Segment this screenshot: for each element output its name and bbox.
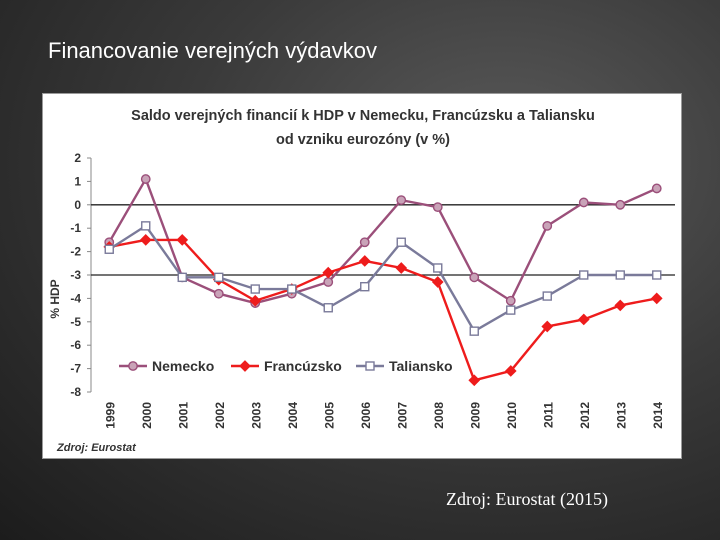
data-point-francuzsko — [431, 276, 444, 288]
x-tick-label: 2005 — [322, 402, 336, 429]
source-note: Zdroj: Eurostat — [56, 442, 137, 454]
legend-label-francuzsko: Francúzsko — [264, 358, 342, 374]
y-tick-label: -1 — [70, 221, 81, 235]
data-point-nemecko — [359, 237, 370, 248]
y-tick-label: -7 — [70, 362, 81, 376]
data-point-francuzsko — [395, 262, 408, 274]
slide-title: Financovanie verejných výdavkov — [48, 38, 377, 63]
data-point-nemecko — [615, 199, 626, 210]
data-point-taliansko — [250, 284, 260, 294]
x-tick-label: 2010 — [505, 402, 519, 429]
legend-label-taliansko: Taliansko — [389, 358, 453, 374]
source-caption: Zdroj: Eurostat (2015) — [446, 489, 608, 509]
data-point-taliansko — [177, 272, 187, 283]
data-point-taliansko — [214, 272, 224, 283]
data-point-taliansko — [652, 270, 662, 280]
data-point-nemecko — [323, 277, 334, 287]
data-point-nemecko — [651, 183, 662, 194]
y-tick-label: -8 — [70, 385, 81, 399]
y-tick-label: -4 — [70, 291, 81, 305]
data-point-taliansko — [506, 305, 516, 315]
chart-title-line2: od vzniku eurozóny (v %) — [276, 132, 450, 148]
y-tick-label: 2 — [74, 151, 81, 165]
data-point-francuzsko — [577, 313, 590, 326]
x-tick-label: 2009 — [468, 402, 482, 429]
legend-marker-nemecko — [128, 361, 138, 371]
data-point-taliansko — [141, 221, 151, 231]
x-tick-label: 2012 — [578, 402, 592, 429]
x-tick-label: 2001 — [176, 402, 190, 429]
y-tick-label: -5 — [70, 315, 81, 329]
data-point-taliansko — [360, 281, 370, 292]
x-tick-label: 2000 — [140, 402, 154, 429]
legend-marker-francuzsko — [239, 360, 251, 372]
data-point-nemecko — [578, 197, 589, 208]
data-point-francuzsko — [249, 294, 262, 307]
data-point-nemecko — [213, 288, 224, 299]
x-tick-label: 2006 — [359, 402, 373, 429]
data-point-nemecko — [542, 220, 553, 231]
data-point-francuzsko — [504, 365, 517, 377]
legend-marker-taliansko — [365, 361, 375, 371]
data-point-francuzsko — [139, 234, 152, 246]
legend-label-nemecko: Nemecko — [152, 358, 214, 374]
x-tick-label: 2004 — [286, 402, 300, 429]
data-point-taliansko — [579, 270, 589, 280]
x-tick-label: 2002 — [213, 402, 227, 429]
x-tick-label: 2011 — [541, 402, 555, 428]
data-point-francuzsko — [176, 234, 189, 246]
data-point-taliansko — [287, 284, 297, 294]
data-point-francuzsko — [358, 255, 371, 267]
data-point-taliansko — [469, 326, 479, 336]
chart-frame: Saldo verejných financií k HDP v Nemecku… — [42, 93, 682, 459]
data-point-francuzsko — [322, 266, 335, 279]
data-point-taliansko — [323, 303, 333, 313]
data-point-taliansko — [542, 291, 552, 301]
data-point-taliansko — [396, 237, 406, 247]
data-point-francuzsko — [468, 374, 481, 387]
data-point-taliansko — [615, 270, 625, 280]
y-axis-label: % HDP — [48, 279, 62, 318]
data-point-nemecko — [432, 202, 443, 213]
data-point-francuzsko — [541, 320, 554, 333]
y-tick-label: -6 — [70, 338, 81, 352]
y-tick-label: 0 — [74, 198, 81, 212]
x-tick-label: 2008 — [432, 402, 446, 429]
series-line-nemecko — [108, 177, 658, 305]
data-point-nemecko — [505, 295, 516, 306]
chart-title-line1: Saldo verejných financií k HDP v Nemecku… — [131, 108, 595, 124]
y-tick-label: -2 — [70, 245, 81, 259]
y-tick-label: 1 — [74, 174, 81, 188]
data-point-taliansko — [433, 263, 443, 273]
data-point-taliansko — [104, 244, 114, 254]
x-tick-label: 2003 — [249, 402, 263, 429]
series-line-taliansko — [108, 224, 657, 333]
data-point-francuzsko — [614, 299, 627, 312]
y-tick-label: -3 — [70, 268, 81, 282]
x-tick-label: 2013 — [614, 402, 628, 429]
x-tick-label: 2007 — [395, 402, 409, 429]
data-point-nemecko — [396, 195, 407, 206]
data-point-nemecko — [140, 174, 151, 184]
line-chart: Saldo verejných financií k HDP v Nemecku… — [48, 108, 675, 454]
x-tick-label: 1999 — [103, 402, 117, 429]
data-point-nemecko — [469, 272, 480, 283]
x-tick-label: 2014 — [651, 402, 665, 429]
legend: Nemecko Francúzsko Taliansko — [119, 358, 453, 374]
data-point-francuzsko — [650, 292, 663, 305]
